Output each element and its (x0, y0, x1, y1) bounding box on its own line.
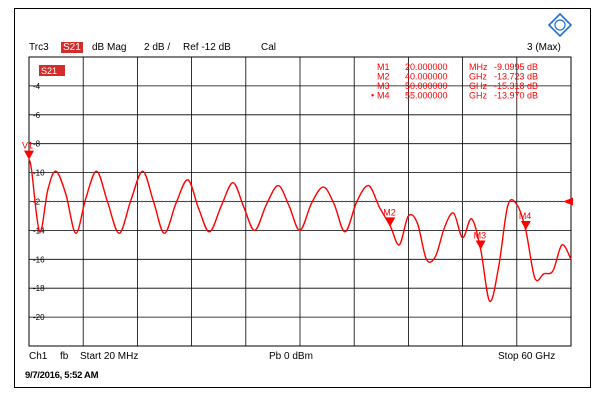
trace-layer (28, 159, 572, 302)
marker-row-frequency: 40.000000 (405, 72, 448, 82)
start-frequency: Start 20 MHz (80, 351, 139, 362)
y-tick-label: -16 (33, 255, 45, 264)
trace-legend: S21 (39, 65, 65, 76)
marker-table: M1 20.000000 MHz -9.0995 dB M2 40.000000 GHz -1… (371, 62, 538, 101)
marker-row-frequency: 50.000000 (405, 81, 448, 91)
marker-row-frequency: 20.000000 (405, 62, 448, 72)
channel-label: Ch1 (29, 351, 48, 362)
chart-grid (28, 56, 572, 347)
trace-scale: 2 dB / (144, 42, 171, 53)
trace-s21-line (28, 159, 572, 302)
trace-format: dB Mag (92, 42, 127, 53)
trace-legend-label: S21 (41, 66, 57, 76)
marker-label: M3 (474, 230, 487, 240)
y-tick-label: -8 (33, 140, 41, 149)
y-tick-label: -6 (33, 111, 41, 120)
reference-line-layer (29, 197, 573, 206)
trace-name: Trc3 (29, 42, 49, 53)
marker-active-bullet: • (371, 91, 374, 101)
y-tick-label: -18 (33, 284, 45, 293)
trace-param: S21 (61, 42, 83, 53)
stop-frequency: Stop 60 GHz (498, 351, 556, 362)
marker-triangle-icon (475, 240, 486, 250)
marker-triangle-icon (385, 217, 396, 227)
reference-arrow-icon (563, 197, 573, 206)
marker-row-name: M3 (377, 81, 390, 91)
reference-level: Ref -12 dB (183, 42, 231, 53)
marker-row-value: -13.723 dB (494, 72, 538, 82)
fb-label: fb (60, 351, 69, 362)
marker-label: M4 (519, 211, 532, 221)
marker-triangle-icon (520, 220, 531, 230)
trace-param-badge[interactable]: S21 (61, 42, 83, 53)
marker-row-unit: MHz (469, 62, 488, 72)
rohde-schwarz-logo-icon (548, 13, 572, 37)
power-level: Pb 0 dBm (269, 351, 313, 362)
marker-row-value: -15.318 dB (494, 81, 538, 91)
analyzer-screen (14, 8, 591, 388)
marker-row-frequency: 55.000000 (405, 91, 448, 101)
marker-row-unit: GHz (469, 91, 488, 101)
marker-row-unit: GHz (469, 81, 488, 91)
markers-layer: V1 M2 M3 M4 (22, 141, 531, 250)
channel-max: 3 (Max) (527, 42, 561, 53)
marker-label: V1 (22, 141, 33, 151)
marker-row-name: M4 (377, 91, 390, 101)
y-tick-label: -10 (33, 169, 45, 178)
marker-row-value: -13.970 dB (494, 91, 538, 101)
y-tick-label: -20 (33, 313, 45, 322)
marker-triangle-icon (24, 150, 34, 160)
marker-row-name: M2 (377, 72, 390, 82)
timestamp: 9/7/2016, 5:52 AM (25, 370, 99, 381)
marker-row-unit: GHz (469, 72, 488, 82)
y-tick-label: -4 (33, 82, 41, 91)
marker-row-name: M1 (377, 62, 390, 72)
y-tick-label: -2 (33, 198, 41, 207)
calibration-status: Cal (261, 42, 277, 53)
trace-legend-box (39, 65, 65, 76)
marker-row-value: -9.0995 dB (494, 62, 538, 72)
marker-label: M2 (383, 207, 396, 217)
